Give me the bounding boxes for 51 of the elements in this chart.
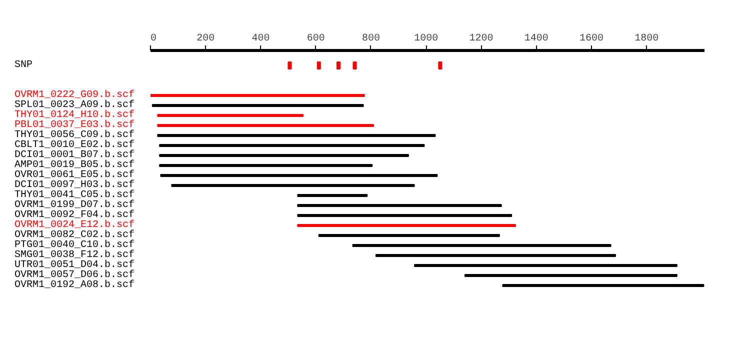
bar	[159, 164, 373, 167]
y-tick-label: OVRM1_0057_D06.b.scf	[14, 269, 135, 281]
y-tick-label: OVRM1_0222_G09.b.scf	[14, 89, 135, 101]
bar	[502, 284, 704, 287]
bar	[414, 264, 678, 267]
y-tick-label: SPL01_0023_A09.b.scf	[14, 99, 135, 111]
bar	[297, 224, 516, 227]
x-tick-label: 1000	[414, 34, 438, 44]
bar	[352, 244, 612, 247]
x-tick-label: 200	[196, 34, 215, 44]
y-tick-label: AMP01_0019_B05.b.scf	[14, 159, 135, 171]
bar	[150, 94, 365, 97]
bar	[318, 234, 500, 237]
x-tick-label: 0	[150, 34, 157, 44]
y-tick-label: OVR01_0061_E05.b.scf	[14, 169, 135, 181]
bar	[152, 104, 364, 107]
y-tick-label: OVRM1_0199_D07.b.scf	[14, 199, 135, 211]
y-tick-label: OVRM1_0024_E12.b.scf	[14, 219, 135, 231]
x-tick-label: 1400	[524, 34, 548, 44]
x-tick-label: 600	[306, 34, 325, 44]
bar	[157, 134, 436, 137]
bar	[297, 194, 368, 197]
y-tick-label: SMG01_0038_F12.b.scf	[14, 249, 135, 261]
y-tick-label: CBLT1_0010_E02.b.scf	[14, 139, 135, 151]
y-tick-label: DCI01_0001_B07.b.scf	[14, 149, 135, 161]
y-tick-label: THY01_0124_H10.b.scf	[14, 109, 135, 121]
y-tick-label: SNP	[14, 60, 33, 71]
bar	[171, 184, 415, 187]
y-tick-label: PTG01_0040_C10.b.scf	[14, 239, 135, 251]
y-tick-label: OVRM1_0192_A08.b.scf	[14, 279, 135, 291]
x-tick-label: 1200	[469, 34, 494, 44]
bar	[157, 124, 374, 127]
bar	[297, 204, 502, 207]
bar	[160, 174, 438, 177]
y-tick-label: OVRM1_0082_C02.b.scf	[14, 229, 135, 241]
y-tick-label: UTR01_0051_D04.b.scf	[14, 259, 135, 271]
bar	[297, 214, 512, 217]
bar	[159, 144, 425, 147]
bar	[464, 274, 678, 277]
y-tick-label: OVRM1_0092_F04.b.scf	[14, 209, 135, 221]
x-tick-label: 1800	[634, 34, 659, 44]
x-tick-label: 800	[362, 34, 380, 44]
bar	[375, 254, 616, 257]
x-tick-label: 400	[252, 34, 270, 44]
y-tick-label: DCI01_0097_H03.b.scf	[14, 179, 135, 191]
y-tick-label: THY01_0041_C05.b.scf	[14, 189, 135, 201]
y-tick-label: PBL01_0037_E03.b.scf	[14, 119, 135, 131]
x-tick-label: 1600	[579, 34, 604, 44]
bar	[159, 154, 409, 157]
y-tick-label: THY01_0056_C09.b.scf	[14, 129, 135, 141]
bar	[157, 114, 304, 117]
